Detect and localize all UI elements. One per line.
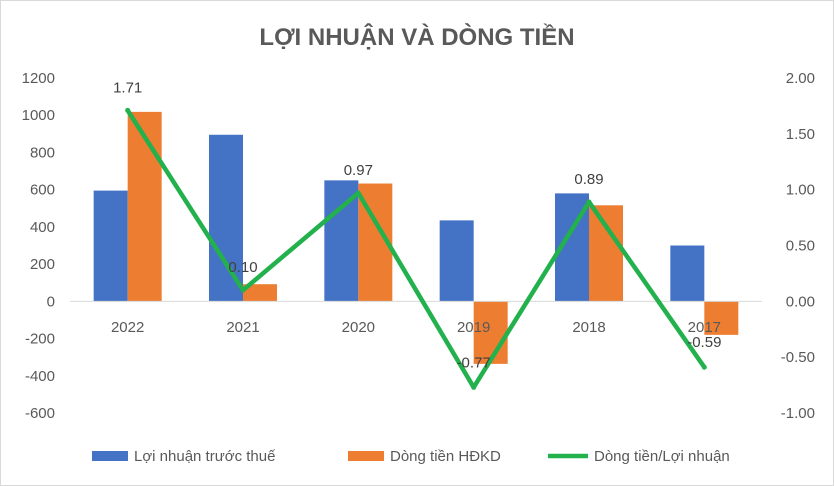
bar-profit-2021 <box>209 134 243 302</box>
left-axis-tick-label: -400 <box>25 368 55 385</box>
ratio-data-label-2019: -0.77 <box>457 354 491 371</box>
right-axis-tick-label: -0.50 <box>781 349 815 366</box>
right-axis-tick-label: 2.00 <box>786 70 815 87</box>
legend-label: Dòng tiền/Lợi nhuận <box>594 448 730 465</box>
category-label-2022: 2022 <box>111 319 144 336</box>
bar-cashflow-2019 <box>473 301 508 364</box>
right-axis-tick-label: 0.50 <box>786 238 815 255</box>
bar-cashflow-2022 <box>127 111 162 302</box>
legend-label: Dòng tiền HĐKD <box>390 448 501 465</box>
left-axis-tick-label: 800 <box>30 144 55 161</box>
legend-item: Dòng tiền HĐKD <box>348 448 501 465</box>
left-axis-tick-label: -600 <box>25 405 55 422</box>
category-label-2021: 2021 <box>226 319 259 336</box>
category-label-2017: 2017 <box>688 319 721 336</box>
ratio-line-layer <box>125 107 707 390</box>
ratio-data-label-2022: 1.71 <box>113 79 142 96</box>
ratio-point-2018 <box>586 199 592 205</box>
legend-swatch <box>348 451 384 461</box>
left-axis-tick-label: -200 <box>25 331 55 348</box>
bar-profit-2017 <box>670 245 705 302</box>
left-axis-tick-label: 600 <box>30 182 55 199</box>
ratio-point-2021 <box>240 287 246 293</box>
right-axis-tick-label: 0.00 <box>786 293 815 310</box>
bar-profit-2022 <box>93 190 128 302</box>
bar-profit-2019 <box>439 220 474 302</box>
left-axis-tick-label: 200 <box>30 256 55 273</box>
left-axis-tick-label: 1000 <box>22 107 55 124</box>
chart-title: LỢI NHUẬN VÀ DÒNG TIỀN <box>259 23 574 51</box>
category-label-2018: 2018 <box>572 319 605 336</box>
legend-swatch <box>92 451 128 461</box>
right-axis-tick-label: 1.50 <box>786 126 815 143</box>
bar-cashflow-2017 <box>704 301 739 335</box>
data-labels-layer: 1.71 0.10 0.97 -0.77 0.89 -0.59 <box>113 79 721 371</box>
ratio-data-label-2021: 0.10 <box>228 259 257 276</box>
ratio-point-2017 <box>701 364 707 370</box>
legend-item: Lợi nhuận trước thuế <box>92 448 276 465</box>
legend-item: Dòng tiền/Lợi nhuận <box>548 448 730 465</box>
left-axis-tick-label: 1200 <box>22 70 55 87</box>
axes-layer: 1200 1000 800 600 400 200 0 -200 -400 -600 2.00 1.5… <box>22 70 815 422</box>
left-axis-tick-label: 0 <box>47 293 55 310</box>
category-label-2019: 2019 <box>457 319 490 336</box>
ratio-point-2020 <box>355 190 361 196</box>
ratio-data-label-2018: 0.89 <box>574 171 603 188</box>
category-label-2020: 2020 <box>342 319 375 336</box>
legend: Lợi nhuận trước thuế Dòng tiền HĐKD Dòng t… <box>92 448 730 465</box>
ratio-data-label-2017: -0.59 <box>687 334 721 351</box>
legend-label: Lợi nhuận trước thuế <box>134 448 276 465</box>
ratio-data-label-2020: 0.97 <box>344 162 373 179</box>
ratio-point-2022 <box>125 107 131 113</box>
bar-cashflow-2021 <box>243 284 277 302</box>
ratio-point-2019 <box>471 384 477 390</box>
left-axis-tick-label: 400 <box>30 219 55 236</box>
ratio-line <box>125 108 707 390</box>
right-axis-tick-label: 1.00 <box>786 182 815 199</box>
right-axis-tick-label: -1.00 <box>781 405 815 422</box>
bar-cashflow-2018 <box>589 205 623 302</box>
